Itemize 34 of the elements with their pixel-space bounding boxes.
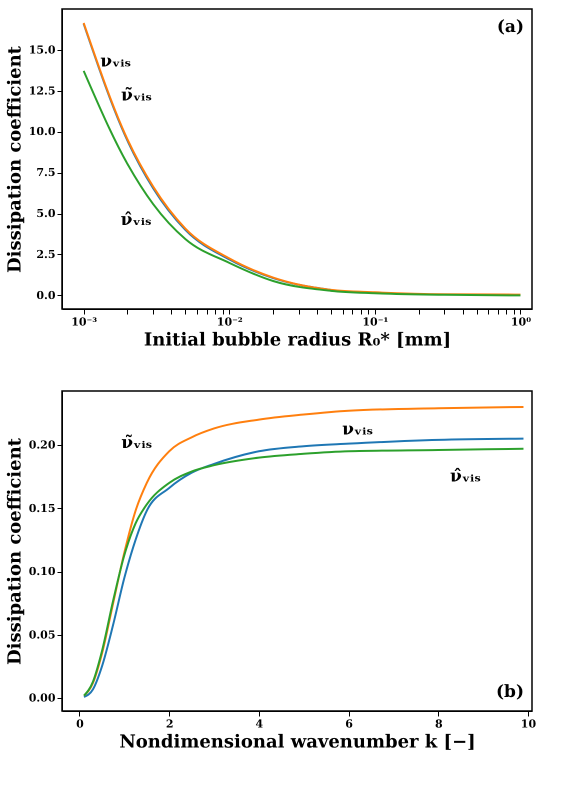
y-tick-label: 0.05 <box>28 628 56 642</box>
series-label: νᵥᵢₛ <box>100 52 132 72</box>
x-tick-label: 6 <box>345 718 354 730</box>
y-axis-title: Dissipation coefficient <box>4 437 26 665</box>
y-tick-label: 2.5 <box>36 248 56 261</box>
x-tick-label: 10⁻¹ <box>362 316 389 328</box>
y-tick-label: 12.5 <box>28 84 56 98</box>
x-tick-label: 0 <box>76 718 84 730</box>
y-tick-label: 15.0 <box>28 43 56 56</box>
x-tick-label: 10⁻² <box>216 316 243 328</box>
annotation: (b) <box>496 682 524 702</box>
series-label: νᵥᵢₛ <box>342 420 374 440</box>
x-axis-title: Nondimensional wavenumber k [−] <box>119 732 476 752</box>
y-tick-label: 5.0 <box>36 207 56 220</box>
y-tick-label: 0.10 <box>28 565 56 578</box>
y-tick-label: 7.5 <box>36 166 56 180</box>
y-tick-label: 0.0 <box>36 288 56 302</box>
x-tick-label: 10 <box>520 718 536 730</box>
y-tick-label: 10.0 <box>28 125 56 138</box>
series-label: ν̃ᵥᵢₛ <box>121 432 153 453</box>
y-axis-title: Dissipation coefficient <box>4 45 26 273</box>
series-label: ν̃ᵥᵢₛ <box>121 85 152 106</box>
y-tick-label: 0.00 <box>28 692 56 705</box>
y-tick-label: 0.15 <box>28 502 56 515</box>
x-tick-label: 8 <box>434 718 443 730</box>
x-tick-label: 4 <box>256 718 264 730</box>
x-tick-label: 2 <box>166 718 174 730</box>
x-tick-label: 10⁻³ <box>71 316 98 328</box>
series-label: ν̂ᵥᵢₛ <box>120 210 152 230</box>
x-tick-label: 10⁰ <box>510 316 532 328</box>
series-label: ν̂ᵥᵢₛ <box>450 466 482 487</box>
y-tick-label: 0.20 <box>28 438 56 452</box>
x-axis-title: Initial bubble radius R₀* [mm] <box>144 330 452 350</box>
annotation: (a) <box>496 17 524 37</box>
